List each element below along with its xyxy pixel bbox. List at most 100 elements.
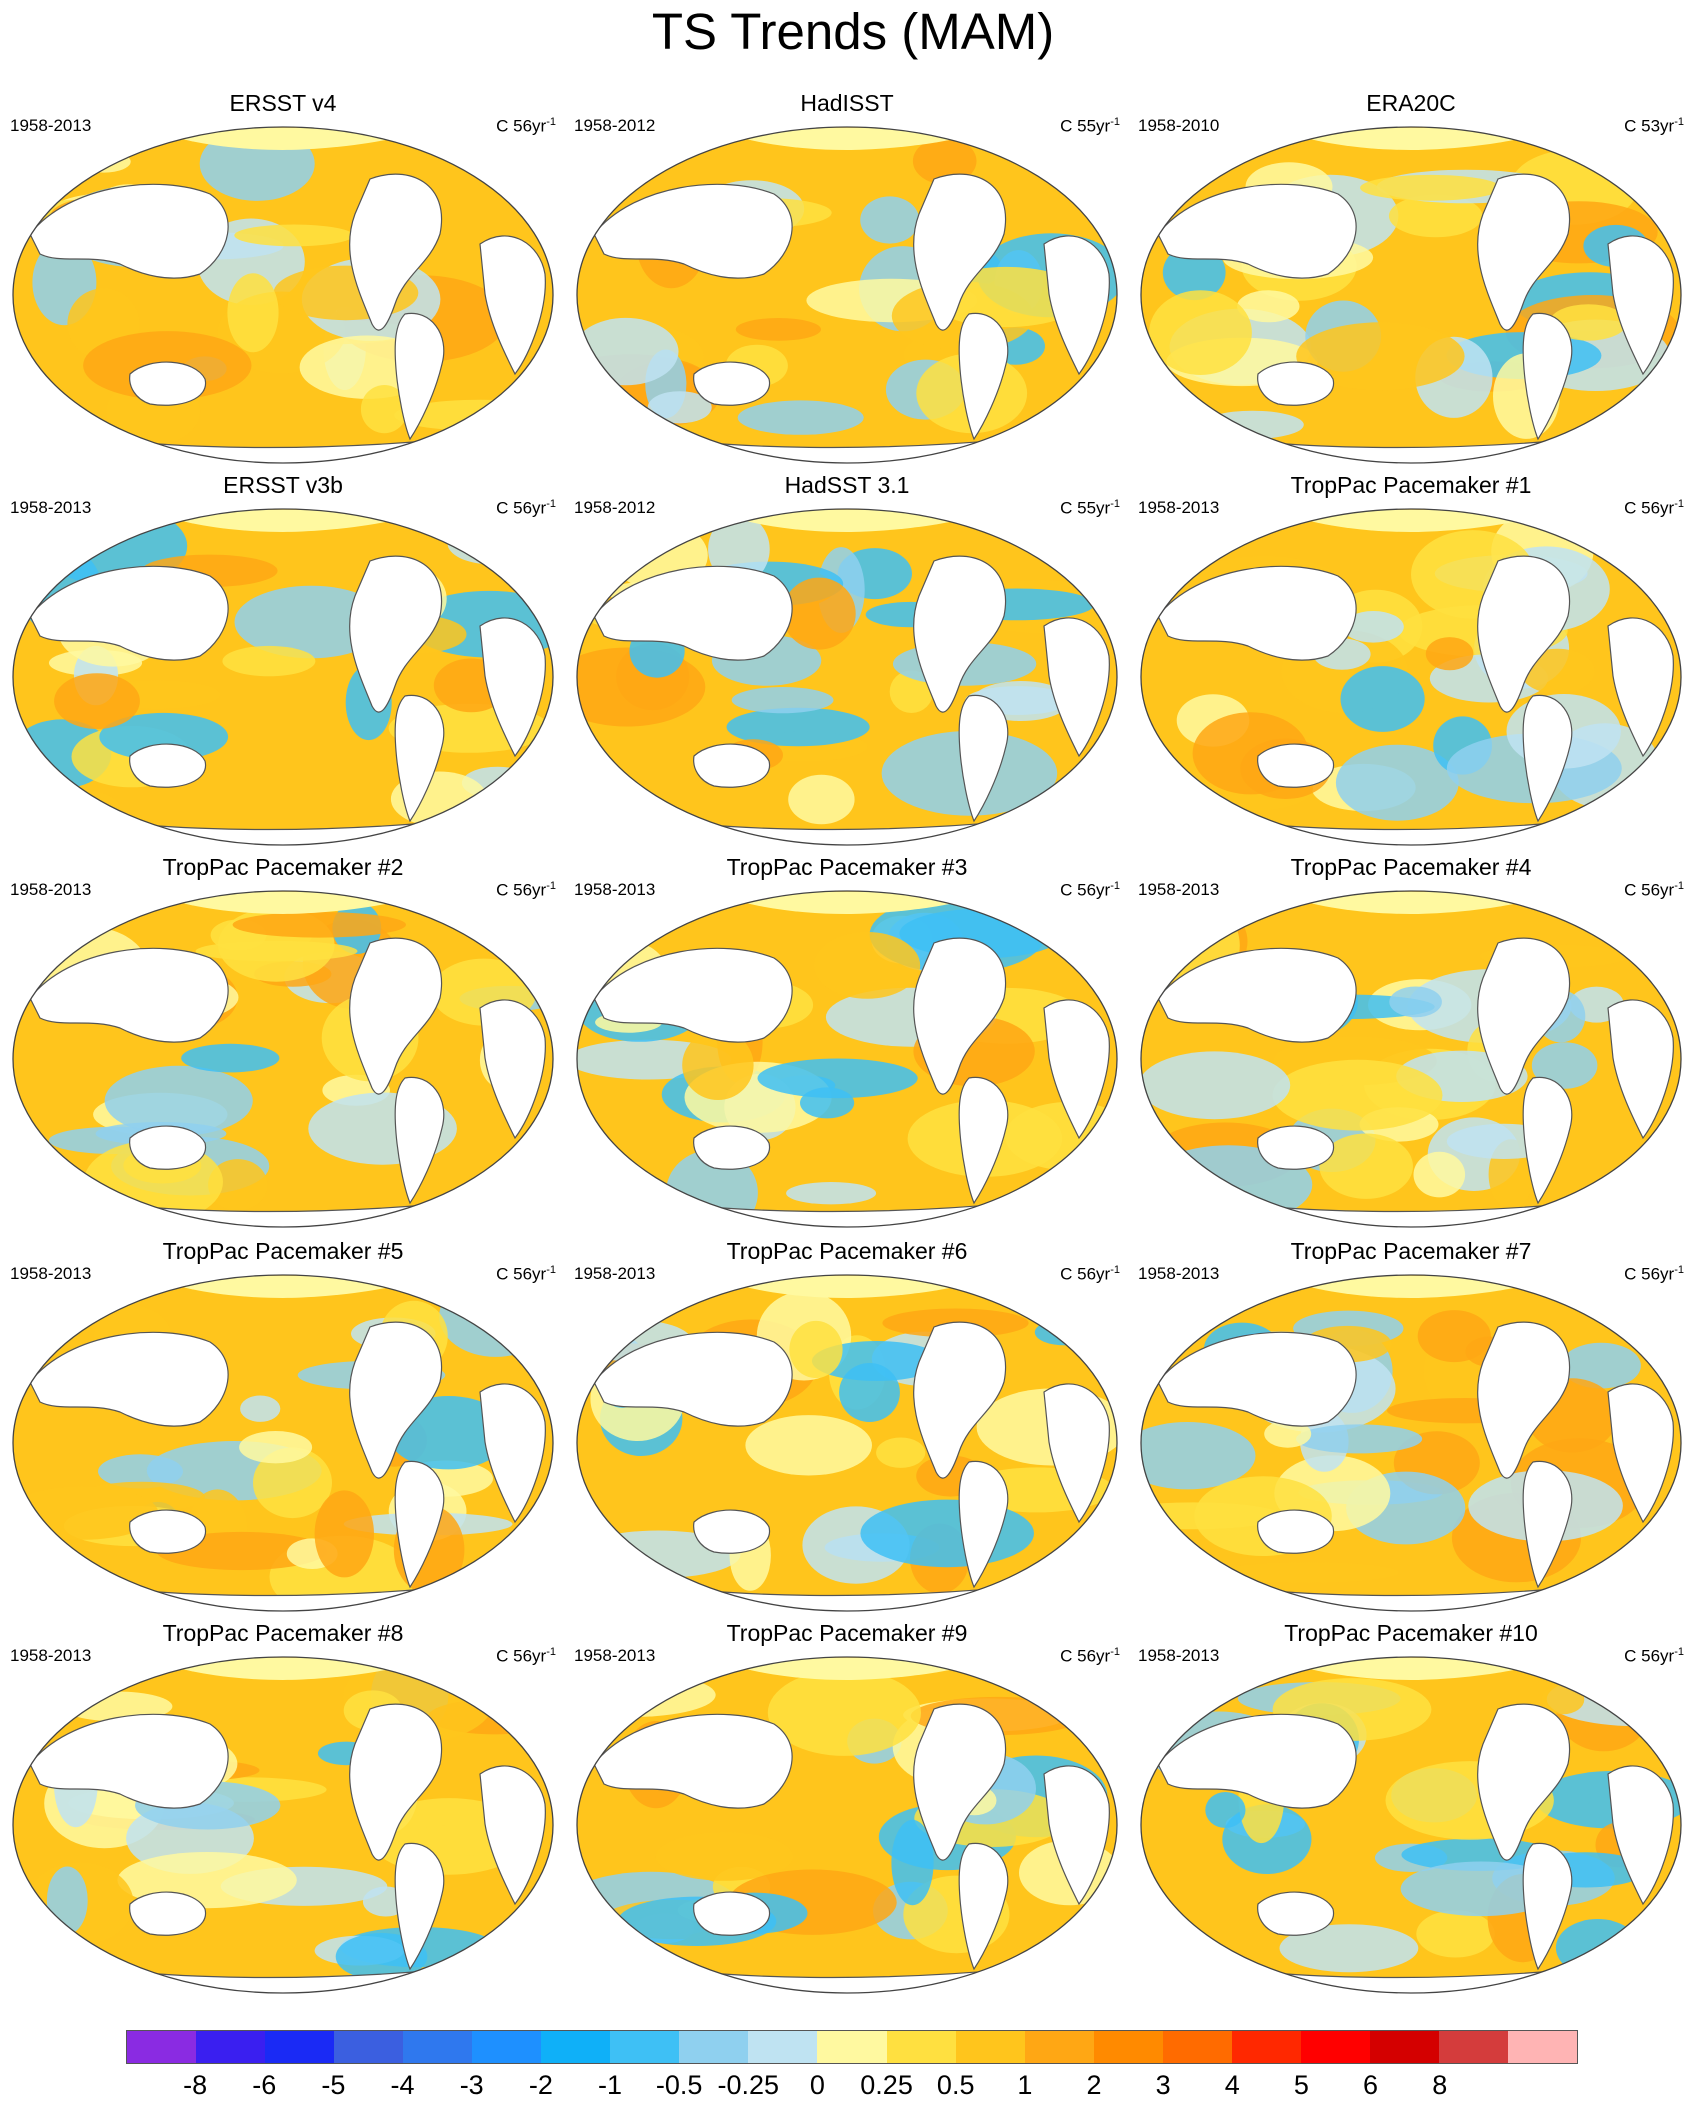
- map-panel: HadSST 3.1 1958-2012 C 55yr-1: [566, 472, 1128, 852]
- globe-map: [10, 1654, 556, 1996]
- colorbar-tick-label: -6: [252, 2070, 277, 2100]
- colorbar-tick-label: 0: [809, 2070, 825, 2100]
- colorbar-tick-label: -8: [183, 2070, 208, 2100]
- colorbar-tick-label: 0.5: [936, 2070, 975, 2100]
- panel-title: TropPac Pacemaker #6: [726, 1238, 968, 1264]
- panel-period: 1958-2013: [10, 1264, 92, 1283]
- panel-period: 1958-2012: [574, 116, 656, 135]
- colorbar-swatch: [610, 2031, 680, 2063]
- colorbar-tick-label: -2: [528, 2070, 553, 2100]
- colorbar-swatch: [886, 2031, 956, 2063]
- globe-map: [1138, 506, 1684, 848]
- colorbar-swatch: [748, 2031, 818, 2063]
- colorbar-labels: -8 -6 -5 -4 -3 -2 -1 -0.5 -0.25 0 0.25 0.5 1 2 3 4 5 6 8: [126, 2070, 1578, 2100]
- colorbar-tick-label: 6: [1363, 2070, 1379, 2100]
- panel-units: C 56yr-1: [1060, 880, 1120, 900]
- colorbar-swatch: [1093, 2031, 1163, 2063]
- colorbar-swatch: [1369, 2031, 1439, 2063]
- panel-title: TropPac Pacemaker #8: [162, 1620, 404, 1646]
- panel-period: 1958-2013: [10, 880, 92, 899]
- panel-period: 1958-2013: [10, 1646, 92, 1665]
- panel-title: HadSST 3.1: [784, 472, 910, 498]
- panel-title: HadISST: [800, 90, 894, 116]
- colorbar-tick-label: 8: [1432, 2070, 1448, 2100]
- colorbar-swatch: [265, 2031, 335, 2063]
- globe-map: [574, 506, 1120, 848]
- colorbar-tick-label: -0.25: [717, 2070, 780, 2100]
- globe-map: [574, 1272, 1120, 1614]
- colorbar-swatch: [1507, 2031, 1577, 2063]
- globe-map: [10, 124, 556, 466]
- colorbar: [126, 2030, 1578, 2064]
- panel-units: C 56yr-1: [496, 498, 556, 518]
- panel-period: 1958-2010: [1138, 116, 1220, 135]
- map-panel: TropPac Pacemaker #7 1958-2013 C 56yr-1: [1130, 1238, 1692, 1620]
- panel-period: 1958-2013: [574, 1646, 656, 1665]
- panel-title: TropPac Pacemaker #1: [1290, 472, 1532, 498]
- map-panel: TropPac Pacemaker #1 1958-2013 C 56yr-1: [1130, 472, 1692, 852]
- colorbar-swatch: [1231, 2031, 1301, 2063]
- map-panel: TropPac Pacemaker #6 1958-2013 C 56yr-1: [566, 1238, 1128, 1620]
- panel-title: TropPac Pacemaker #7: [1290, 1238, 1532, 1264]
- panel-period: 1958-2013: [574, 880, 656, 899]
- panel-units: C 56yr-1: [496, 1264, 556, 1284]
- colorbar-swatch: [955, 2031, 1025, 2063]
- map-panel: TropPac Pacemaker #3 1958-2013 C 56yr-1: [566, 854, 1128, 1238]
- panel-period: 1958-2012: [574, 498, 656, 517]
- colorbar-tick-label: -5: [321, 2070, 346, 2100]
- map-panel: ERA20C 1958-2010 C 53yr-1: [1130, 90, 1692, 470]
- panel-title: TropPac Pacemaker #10: [1284, 1620, 1538, 1646]
- panel-period: 1958-2013: [1138, 880, 1220, 899]
- colorbar-tick-label: 3: [1155, 2070, 1171, 2100]
- colorbar-swatch: [196, 2031, 266, 2063]
- colorbar-tick-label: 5: [1293, 2070, 1309, 2100]
- colorbar-tick-label: -4: [390, 2070, 415, 2100]
- panel-title: ERSST v3b: [223, 472, 343, 498]
- panel-period: 1958-2013: [574, 1264, 656, 1283]
- panel-title: TropPac Pacemaker #9: [726, 1620, 968, 1646]
- panel-units: C 56yr-1: [1624, 1646, 1684, 1666]
- panel-units: C 56yr-1: [1624, 498, 1684, 518]
- panel-title: TropPac Pacemaker #3: [726, 854, 968, 880]
- map-panel: TropPac Pacemaker #9 1958-2013 C 56yr-1: [566, 1620, 1128, 2000]
- colorbar-swatch: [472, 2031, 542, 2063]
- figure-title: TS Trends (MAM): [651, 3, 1055, 60]
- colorbar-tick-label: 2: [1086, 2070, 1102, 2100]
- panel-units: C 56yr-1: [1624, 880, 1684, 900]
- globe-map: [10, 1272, 556, 1614]
- colorbar-swatch: [817, 2031, 887, 2063]
- colorbar-swatch: [1438, 2031, 1508, 2063]
- globe-map: [10, 888, 556, 1230]
- map-panel: ERSST v4 1958-2013 C 56yr-1: [2, 90, 564, 470]
- colorbar-tick-label: 4: [1224, 2070, 1240, 2100]
- panel-units: C 56yr-1: [496, 880, 556, 900]
- colorbar-swatch: [679, 2031, 749, 2063]
- panel-title: ERA20C: [1366, 90, 1456, 116]
- globe-map: [10, 506, 556, 848]
- panel-units: C 56yr-1: [496, 1646, 556, 1666]
- colorbar-swatch: [1300, 2031, 1370, 2063]
- globe-map: [1138, 888, 1684, 1230]
- panel-period: 1958-2013: [10, 116, 92, 135]
- panel-title: ERSST v4: [229, 90, 337, 116]
- panel-period: 1958-2013: [10, 498, 92, 517]
- colorbar-tick-label: -3: [459, 2070, 484, 2100]
- panel-units: C 56yr-1: [1060, 1646, 1120, 1666]
- panel-units: C 53yr-1: [1624, 116, 1684, 136]
- map-panel: HadISST 1958-2012 C 55yr-1: [566, 90, 1128, 470]
- panel-period: 1958-2013: [1138, 1264, 1220, 1283]
- panel-units: C 56yr-1: [1624, 1264, 1684, 1284]
- panel-period: 1958-2013: [1138, 498, 1220, 517]
- map-panel: ERSST v3b 1958-2013 C 56yr-1: [2, 472, 564, 852]
- map-panel: TropPac Pacemaker #4 1958-2013 C 56yr-1: [1130, 854, 1692, 1238]
- colorbar-swatch: [127, 2031, 197, 2063]
- colorbar-swatch: [541, 2031, 611, 2063]
- colorbar-swatch: [1024, 2031, 1094, 2063]
- panel-title: TropPac Pacemaker #4: [1290, 854, 1532, 880]
- globe-map: [574, 1654, 1120, 1996]
- map-panel: TropPac Pacemaker #10 1958-2013 C 56yr-1: [1130, 1620, 1692, 2000]
- panel-units: C 55yr-1: [1060, 116, 1120, 136]
- colorbar-tick-label: 0.25: [860, 2070, 913, 2100]
- colorbar-tick-label: 1: [1017, 2070, 1033, 2100]
- globe-map: [574, 888, 1120, 1230]
